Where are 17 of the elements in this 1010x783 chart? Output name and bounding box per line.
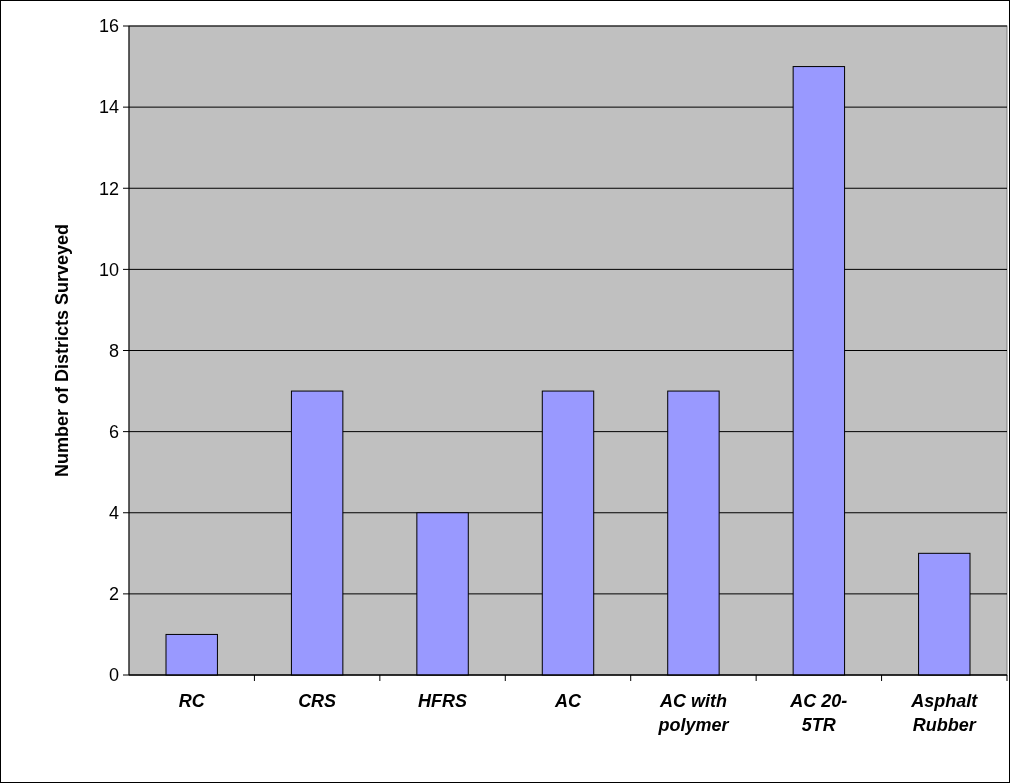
y-tick-label: 6 [108, 421, 119, 442]
x-tick-label: CRS [298, 691, 337, 711]
y-tick-label: 16 [98, 16, 119, 37]
x-tick-label: HFRS [418, 691, 468, 711]
y-tick-label: 4 [108, 503, 119, 524]
x-tick-label: AC [554, 691, 582, 711]
y-tick-label: 14 [98, 97, 119, 118]
y-tick-label: 2 [108, 584, 119, 605]
x-tick-label: RC [178, 691, 206, 711]
x-tick-label: AC 20-5TR [789, 691, 848, 735]
x-tick-label: AC with polymer [657, 691, 730, 735]
y-tick-label: 10 [98, 259, 119, 280]
y-tick-label: 0 [108, 665, 119, 686]
x-tick-label: Asphalt Rubber [910, 691, 979, 735]
y-tick-label: 8 [108, 340, 119, 361]
y-tick-label: 12 [98, 178, 119, 199]
y-axis-title: Number of Districts Surveyed [52, 223, 72, 478]
